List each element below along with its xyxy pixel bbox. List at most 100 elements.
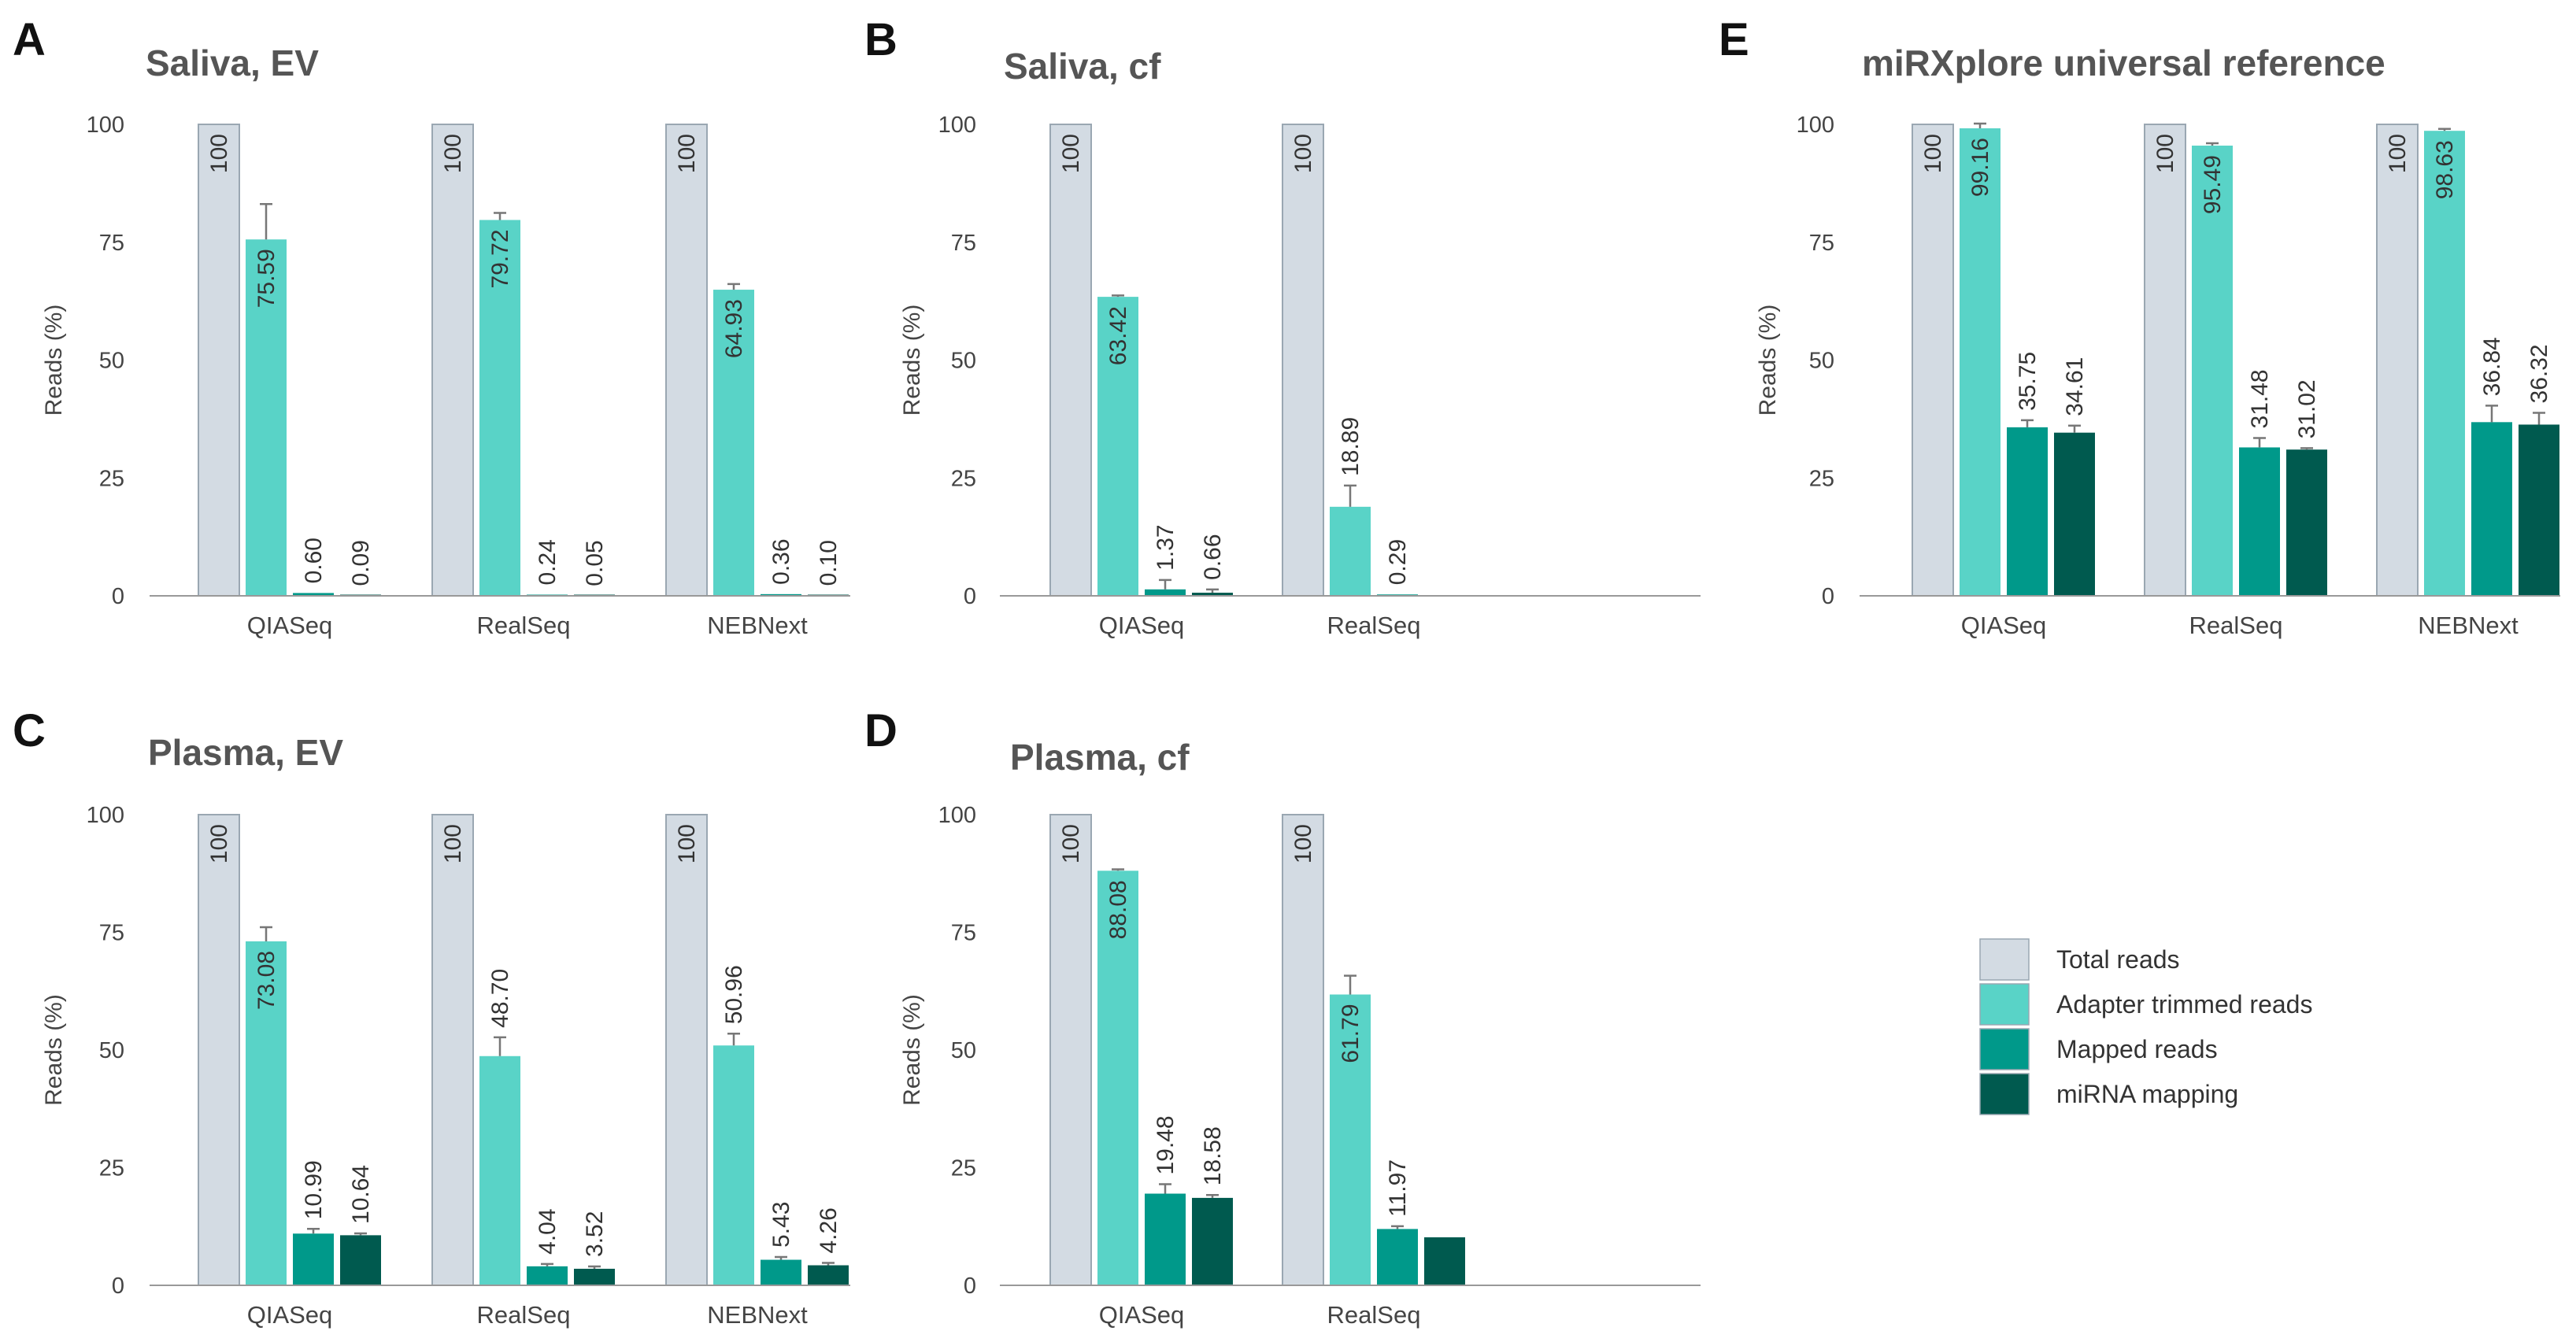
error-bar (2533, 412, 2545, 425)
bar-total-reads-qiaseq (1049, 814, 1092, 1286)
value-label: 100 (1058, 824, 1084, 863)
legend-label-mirna-mapping: miRNA mapping (2056, 1080, 2238, 1108)
error-bar (541, 1263, 553, 1266)
bar-adapter-trimmed-reads-nebnext (713, 290, 754, 596)
panel-c-title: Plasma, EV (148, 732, 343, 773)
chart-saliva-ev: 0 25 50 75 100 Reads (%) 100 75.59 0.60 0.09 QIASe… (41, 113, 850, 639)
category-label-qiaseq: QIASeq (1099, 1301, 1185, 1329)
y-axis-label: Reads (%) (899, 994, 925, 1106)
chart-saliva-cf: 0 25 50 75 100 Reads (%) 100 63.42 1.37 0.66 QIASe… (899, 113, 1701, 639)
error-bar (1344, 484, 1356, 507)
y-axis-label: Reads (%) (41, 305, 67, 416)
panel-b: B Saliva, cf (864, 14, 1161, 87)
error-bar (1159, 579, 1171, 590)
bar-adapter-trimmed-reads-nebnext (713, 1045, 754, 1285)
category-label-realseq: RealSeq (1327, 1301, 1421, 1329)
category-label-qiaseq: QIASeq (1099, 612, 1185, 639)
value-label: 0.60 (301, 538, 327, 583)
error-bar (1112, 294, 1124, 298)
panel-letter-b: B (864, 14, 898, 65)
category-label-realseq: RealSeq (2189, 612, 2283, 639)
y-tick-label: 0 (964, 584, 976, 609)
value-label: 36.84 (2479, 337, 2505, 396)
bar-mirna-mapping-realseq (574, 1268, 615, 1285)
error-bar (2300, 447, 2313, 450)
panel-letter-c: C (13, 705, 46, 756)
error-bar (1112, 868, 1124, 871)
value-label: 34.61 (2062, 357, 2088, 416)
y-tick-label: 75 (99, 231, 124, 256)
value-label: 75.59 (254, 249, 279, 308)
panel-letter-a: A (13, 14, 46, 65)
bar-mirna-mapping-qiaseq (2054, 432, 2095, 596)
bar-total-reads-nebnext (665, 814, 708, 1286)
bar-mapped-reads-qiaseq (1145, 589, 1186, 596)
bar-total-reads-nebnext (2376, 124, 2419, 597)
error-bar (727, 283, 740, 290)
bar-total-reads-realseq (431, 814, 474, 1286)
y-tick-label: 100 (938, 803, 976, 828)
category-label-qiaseq: QIASeq (247, 612, 333, 639)
legend: Total reads Adapter trimmed reads Mapped r… (1979, 938, 2312, 1115)
category-label-nebnext: NEBNext (707, 612, 808, 639)
value-label: 98.63 (2432, 140, 2458, 199)
value-label: 100 (440, 134, 466, 173)
value-label: 61.79 (1338, 1004, 1364, 1063)
y-tick-label: 50 (99, 349, 124, 374)
value-label: 100 (1290, 824, 1316, 863)
value-label: 10.64 (348, 1165, 374, 1224)
panel-e: E miRXplore universal reference (1719, 14, 2385, 83)
error-bar (1344, 974, 1356, 995)
bar-total-reads-qiaseq (1049, 124, 1092, 597)
value-label: 5.43 (768, 1202, 794, 1248)
error-bar (1206, 588, 1219, 593)
value-label: 10.99 (301, 1160, 327, 1219)
value-label: 99.16 (1967, 138, 1993, 197)
value-label: 11.97 (1385, 1159, 1411, 1217)
bar-mirna-mapping-nebnext (2519, 424, 2559, 596)
bar-adapter-trimmed-reads-realseq (479, 220, 520, 596)
chart-plasma-ev: 0 25 50 75 100 Reads (%) 100 73.08 10.99 10.64 QIA… (41, 803, 850, 1329)
value-label: 79.72 (487, 229, 513, 288)
value-label: 4.04 (535, 1208, 561, 1254)
bar-mapped-reads-realseq (527, 1266, 568, 1285)
value-label: 0.66 (1200, 534, 1226, 579)
bar-adapter-trimmed-reads-qiaseq (246, 941, 287, 1285)
y-tick-label: 100 (938, 113, 976, 138)
bar-adapter-trimmed-reads-nebnext (2424, 131, 2465, 596)
legend-swatch-mirna-mapping (1979, 1073, 2030, 1115)
value-label: 64.93 (721, 299, 747, 358)
panel-b-title: Saliva, cf (1004, 46, 1161, 87)
error-bar (260, 926, 272, 941)
bar-adapter-trimmed-reads-qiaseq (1097, 297, 1138, 596)
y-tick-label: 75 (99, 921, 124, 946)
y-axis-label: Reads (%) (41, 994, 67, 1106)
y-tick-label: 100 (87, 113, 124, 138)
value-label: 88.08 (1105, 880, 1131, 939)
panel-a-title: Saliva, EV (146, 43, 319, 83)
error-bar (1159, 1183, 1171, 1194)
y-tick-label: 50 (99, 1038, 124, 1063)
panel-letter-d: D (864, 705, 898, 756)
error-bar (307, 1228, 320, 1234)
bar-mirna-mapping-realseq (2286, 449, 2327, 596)
chart-plasma-cf: 0 25 50 75 100 Reads (%) 100 88.08 19.48 18.58 QIA… (899, 803, 1701, 1329)
bar-mapped-reads-nebnext (761, 1259, 801, 1285)
error-bar (588, 1265, 601, 1269)
value-label: 1.37 (1153, 524, 1179, 570)
bar-total-reads-realseq (431, 124, 474, 597)
error-bar (727, 1033, 740, 1046)
y-tick-label: 50 (951, 1038, 976, 1063)
error-bar (2068, 424, 2081, 433)
value-label: 0.36 (768, 538, 794, 584)
error-bar (354, 1232, 367, 1236)
y-tick-label: 75 (1809, 231, 1834, 256)
y-tick-label: 0 (112, 1274, 124, 1299)
bar-mapped-reads-qiaseq (1145, 1193, 1186, 1285)
category-label-qiaseq: QIASeq (247, 1301, 333, 1329)
value-label: 0.10 (816, 540, 842, 586)
panel-letter-e: E (1719, 14, 1749, 65)
category-label-qiaseq: QIASeq (1961, 612, 2047, 639)
value-label: 73.08 (254, 951, 279, 1010)
y-tick-label: 25 (951, 1156, 976, 1181)
